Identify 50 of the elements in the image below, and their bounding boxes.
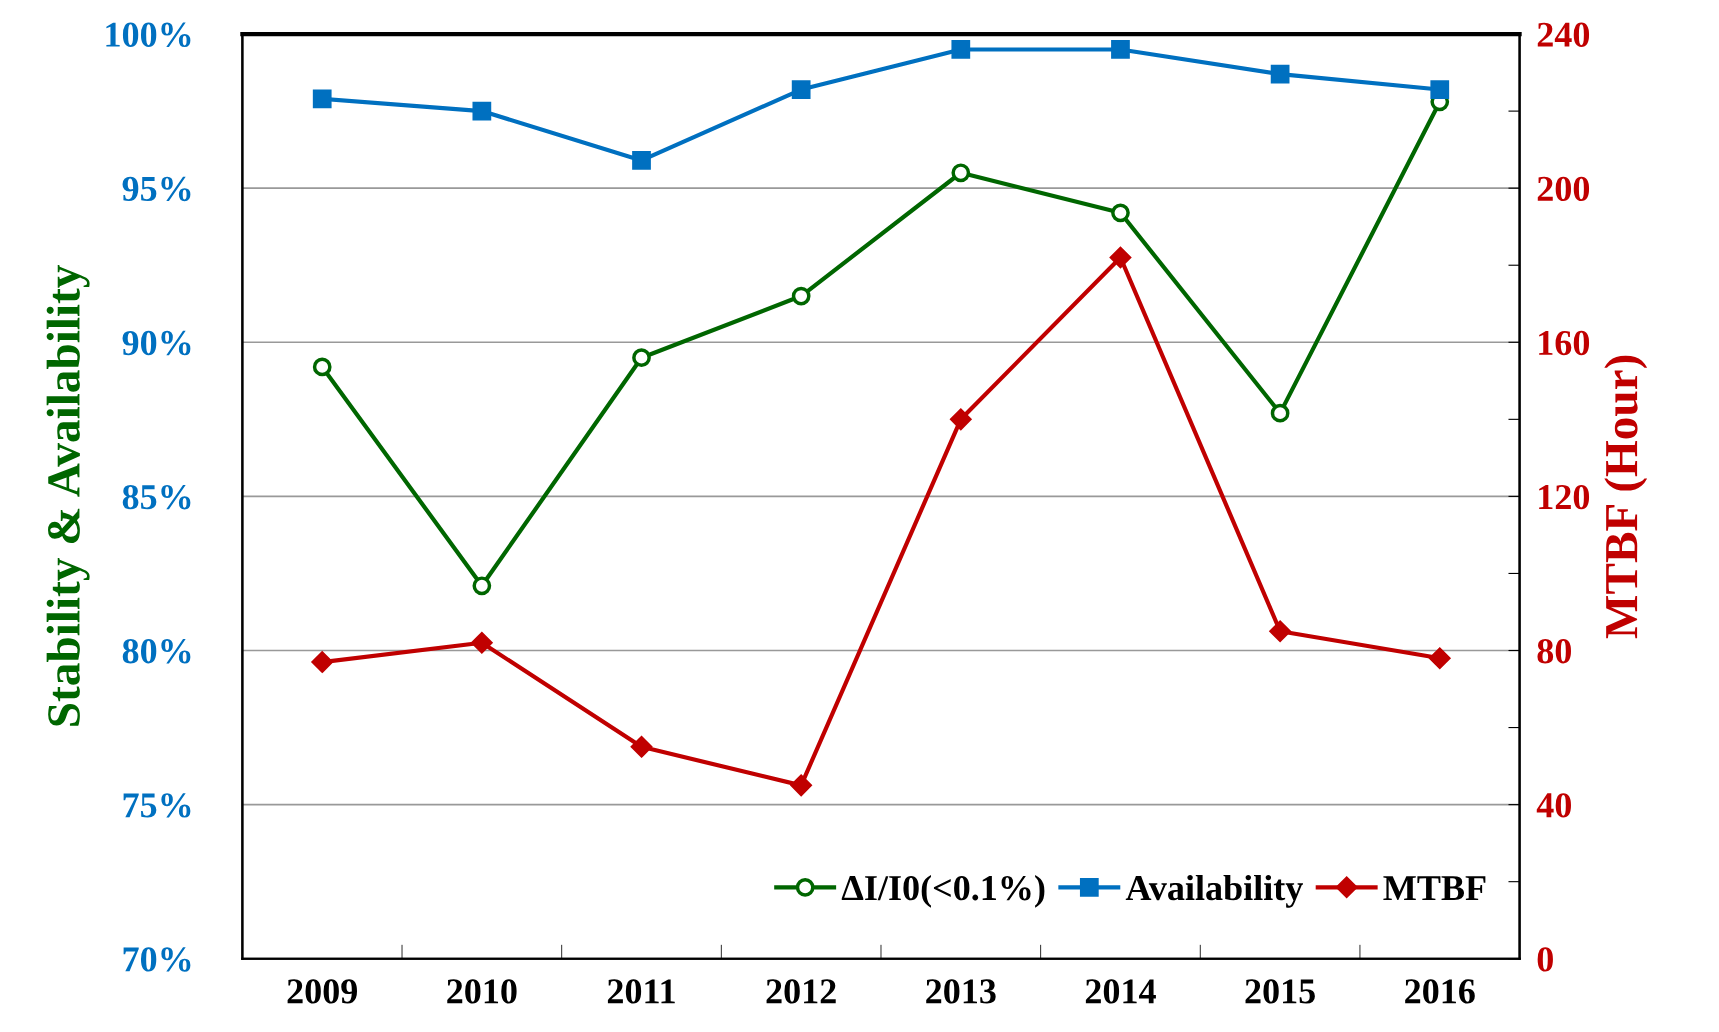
point	[471, 632, 493, 654]
x-tick-label: 2012	[766, 979, 836, 1004]
point	[951, 163, 971, 183]
point	[630, 736, 653, 758]
point	[1430, 80, 1450, 99]
point	[950, 408, 972, 430]
x-tick-label: 2010	[447, 979, 517, 1004]
y2-axis-title: MTBF (Hour)	[1604, 355, 1648, 639]
point	[791, 286, 811, 306]
y2-tick-label: 40	[1536, 793, 1571, 818]
point	[1111, 40, 1130, 59]
y-tick-label: 95%	[122, 176, 191, 202]
point	[791, 80, 811, 99]
legend-label: ΔI/I0(<0.1%)	[841, 874, 1045, 908]
y2-tick-label: 80	[1537, 639, 1571, 664]
point	[1429, 647, 1451, 669]
x-tick-label: 2016	[1405, 979, 1475, 1004]
y2-tick-label: 0	[1537, 947, 1553, 972]
point	[1270, 403, 1290, 423]
point	[1270, 64, 1290, 84]
y2-tick-label: 120	[1539, 484, 1590, 510]
y2-tick-label: 240	[1537, 22, 1590, 47]
y-tick-label: 100%	[106, 22, 191, 48]
point	[1109, 246, 1132, 269]
y-tick-label: 80%	[122, 639, 191, 664]
point	[472, 101, 492, 121]
x-tick-label: 2011	[607, 979, 675, 1004]
point	[632, 151, 651, 170]
y-tick-label: 85%	[122, 484, 191, 510]
point	[312, 357, 332, 377]
y-axis-title: Stability & Availability	[46, 265, 90, 726]
x-tick-label: 2014	[1085, 979, 1156, 1004]
point	[1111, 203, 1130, 223]
point	[632, 348, 651, 368]
y2-tick-label: 200	[1537, 176, 1590, 202]
y2-tick-label: 160	[1539, 330, 1590, 356]
point	[1269, 620, 1291, 642]
x-tick-label: 2013	[926, 979, 996, 1004]
y-tick-label: 75%	[123, 793, 191, 818]
point	[472, 576, 492, 596]
y-tick-label: 90%	[122, 330, 191, 356]
legend-label: MTBF	[1383, 876, 1486, 901]
x-tick-label: 2015	[1245, 979, 1315, 1004]
point	[951, 40, 971, 59]
legend-label: Availability	[1125, 874, 1303, 908]
point	[312, 89, 332, 109]
y-tick-label: 70%	[123, 947, 191, 972]
point	[790, 774, 812, 796]
x-tick-label: 2009	[287, 979, 358, 1004]
point	[311, 651, 333, 673]
